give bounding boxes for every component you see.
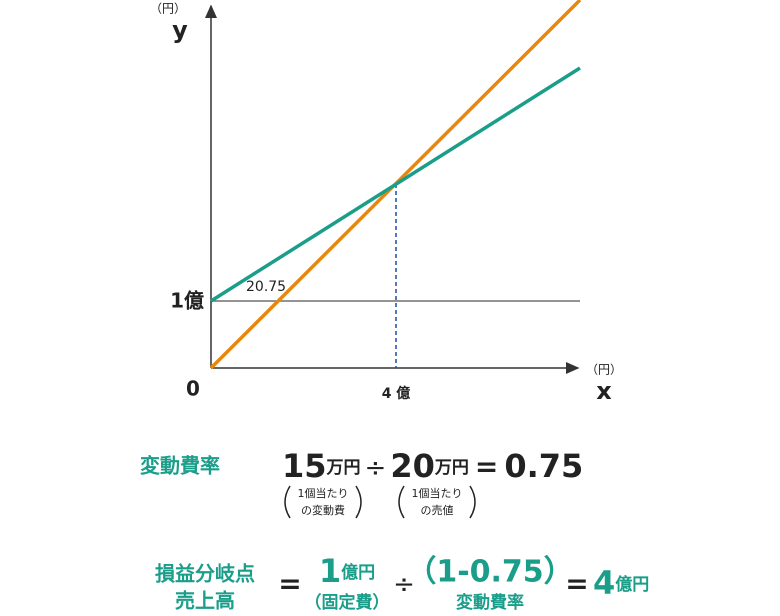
x-mark: 4 億 (382, 385, 411, 402)
note: 1個当たり (298, 486, 349, 500)
note: 1個当たり (412, 486, 463, 500)
operator: = (475, 450, 498, 483)
note: 変動費率 (456, 592, 524, 613)
number: 15 (282, 447, 327, 485)
x-unit: （円） (586, 363, 622, 377)
operator: ÷ (393, 570, 415, 600)
term: （1-0.75） (406, 555, 573, 590)
operator: = (278, 567, 301, 600)
unit: 億円 (615, 574, 649, 595)
graph: （円） y 1億 0 4 億 （円） x 20.75 (150, 0, 622, 405)
number: 20 (390, 447, 435, 485)
result: 0.75 (504, 447, 583, 485)
formula-1: 変動費率 15万円 ÷ 20万円 = 0.75 1個当たり の変動費 1個当たり の売値 (140, 447, 583, 519)
origin: 0 (186, 377, 200, 401)
y-mark: 1億 (170, 289, 204, 313)
formula-label: 売上高 (175, 589, 235, 613)
formula-2: 損益分岐点 売上高 = 1億円 （固定費） ÷ （1-0.75） 変動費率 = … (155, 552, 649, 613)
formula-label: 変動費率 (140, 454, 220, 478)
y-unit: （円） (150, 2, 186, 16)
line-label: 20.75 (246, 279, 286, 295)
note: の変動費 (301, 503, 345, 517)
formula-label: 損益分岐点 (155, 562, 255, 586)
operator: ÷ (365, 453, 387, 483)
note: （固定費） (305, 592, 390, 613)
x-label: x (596, 377, 612, 405)
unit: 万円 (434, 458, 469, 478)
formula-expression: 15万円 ÷ 20万円 = 0.75 (282, 447, 583, 485)
result: 4億円 (593, 564, 649, 602)
operator: = (565, 567, 588, 600)
cost-line (210, 66, 581, 303)
paren (284, 485, 362, 519)
unit: 万円 (326, 458, 361, 478)
paren (398, 485, 476, 519)
y-label: y (172, 16, 188, 44)
unit: 億円 (341, 562, 375, 583)
note: の売値 (421, 504, 454, 517)
term: 1億円 (319, 552, 375, 590)
number: 4 (593, 564, 615, 602)
number: 1 (319, 552, 341, 590)
